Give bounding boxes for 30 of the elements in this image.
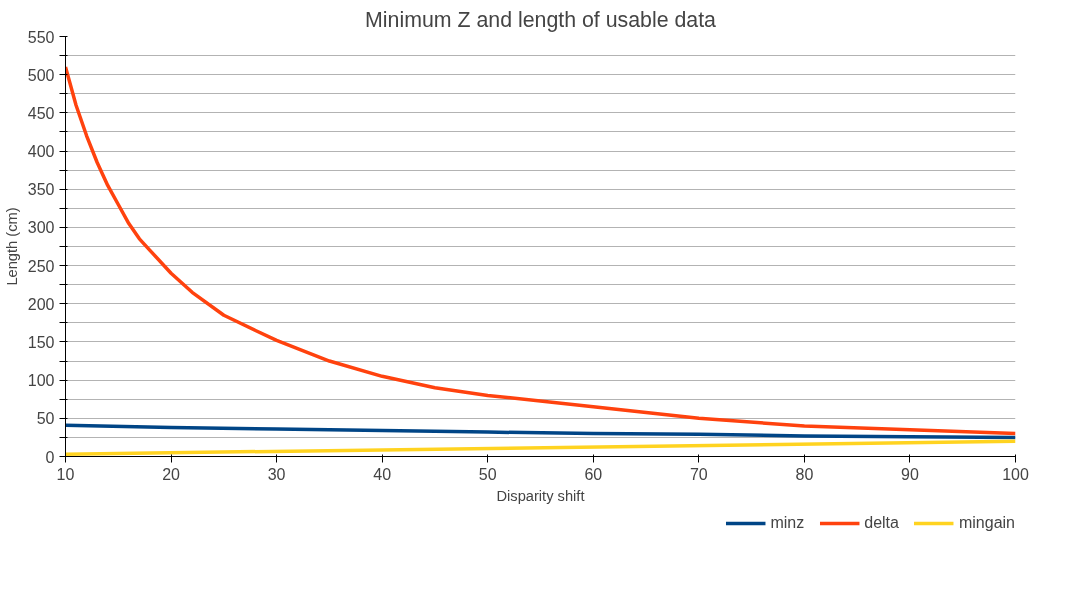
- line-series: [65, 423, 1016, 440]
- x-axis-title: Disparity shift: [496, 487, 585, 504]
- y-tick-label: 350: [27, 181, 55, 199]
- y-tick-label: 300: [27, 219, 55, 237]
- y-tick-label: 500: [27, 66, 55, 84]
- y-axis-title: Length (cm): [3, 207, 20, 286]
- line-series: [65, 65, 1016, 436]
- x-tick-label: 70: [689, 465, 708, 483]
- y-tick-label: 400: [27, 143, 55, 161]
- x-tick-label: 60: [584, 465, 603, 483]
- y-tick-label: 200: [27, 295, 55, 313]
- y-tick-label: 50: [36, 410, 55, 428]
- legend-label: mingain: [958, 514, 1015, 532]
- y-tick-label: 550: [27, 28, 55, 46]
- y-tick-label: 250: [27, 257, 55, 275]
- x-tick-label: 30: [267, 465, 286, 483]
- x-tick-label: 40: [373, 465, 392, 483]
- x-tick-label: 20: [162, 465, 181, 483]
- x-tick-label: 80: [795, 465, 814, 483]
- y-tick-label: 450: [27, 104, 55, 122]
- chart-title: Minimum Z and length of usable data: [365, 7, 717, 32]
- y-tick-label: 150: [27, 333, 55, 351]
- legend-label: minz: [770, 514, 805, 532]
- x-tick-label: 10: [56, 465, 75, 483]
- x-tick-label: 50: [478, 465, 497, 483]
- y-tick-label: 100: [27, 372, 55, 390]
- y-tick-label: 0: [45, 448, 55, 466]
- legend-label: delta: [864, 514, 899, 532]
- x-tick-label: 100: [1002, 465, 1029, 483]
- x-tick-label: 90: [901, 465, 919, 483]
